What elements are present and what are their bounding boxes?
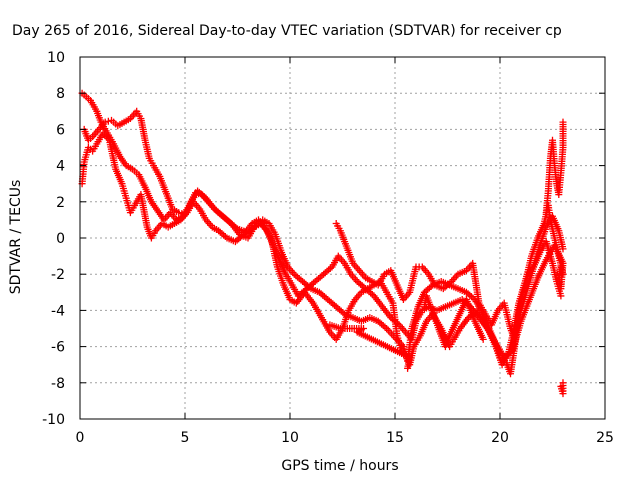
- x-tick-label: 10: [281, 430, 299, 446]
- data-point: [559, 259, 567, 267]
- y-tick-label: -2: [51, 267, 65, 283]
- y-axis-label: SDTVAR / TECUs: [8, 180, 24, 295]
- y-tick-label: 8: [56, 86, 65, 102]
- data-point: [101, 118, 109, 126]
- data-point: [226, 218, 234, 226]
- y-tick-label: -10: [42, 412, 65, 428]
- data-series: [78, 89, 567, 398]
- y-tick-label: 10: [47, 50, 65, 66]
- data-point: [221, 233, 229, 241]
- data-point: [104, 117, 112, 125]
- data-point: [368, 290, 376, 298]
- data-point: [559, 118, 567, 126]
- data-point: [175, 209, 183, 217]
- x-tick-label: 0: [76, 430, 85, 446]
- y-tick-label: -8: [51, 376, 65, 392]
- data-point: [557, 292, 565, 300]
- series-track-5: [326, 118, 567, 398]
- data-point: [427, 283, 435, 291]
- data-point: [446, 279, 454, 287]
- data-point: [326, 321, 334, 329]
- data-point: [381, 323, 389, 331]
- y-tick-label: 4: [56, 159, 65, 175]
- data-point: [326, 264, 334, 272]
- y-tick-label: -4: [51, 303, 65, 319]
- y-tick-label: 0: [56, 231, 65, 247]
- data-point: [200, 193, 208, 201]
- axis-ticks: 0 5 10 15 20 25 -10 -8 -6 -4 -2 0 2 4 6 8 10: [42, 50, 614, 446]
- x-axis-label: GPS time / hours: [281, 458, 398, 474]
- data-point: [238, 232, 246, 240]
- data-point: [479, 335, 487, 343]
- x-tick-label: 15: [386, 430, 404, 446]
- y-tick-label: 6: [56, 122, 65, 138]
- chart-title: Day 265 of 2016, Sidereal Day-to-day VTE…: [12, 23, 562, 39]
- y-tick-label: 2: [56, 195, 65, 211]
- x-tick-label: 25: [596, 430, 614, 446]
- x-tick-label: 5: [181, 430, 190, 446]
- x-tick-label: 20: [491, 430, 509, 446]
- data-point: [559, 245, 567, 253]
- y-tick-label: -6: [51, 340, 65, 356]
- data-point: [557, 382, 565, 390]
- series-track-4: [332, 212, 567, 343]
